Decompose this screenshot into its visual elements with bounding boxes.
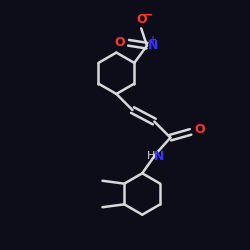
Text: N: N bbox=[154, 150, 165, 162]
Text: N: N bbox=[148, 39, 158, 52]
Text: −: − bbox=[143, 8, 153, 22]
Text: O: O bbox=[136, 12, 146, 26]
Text: O: O bbox=[194, 123, 205, 136]
Text: H: H bbox=[147, 151, 156, 161]
Text: +: + bbox=[149, 35, 157, 45]
Text: O: O bbox=[114, 36, 125, 49]
